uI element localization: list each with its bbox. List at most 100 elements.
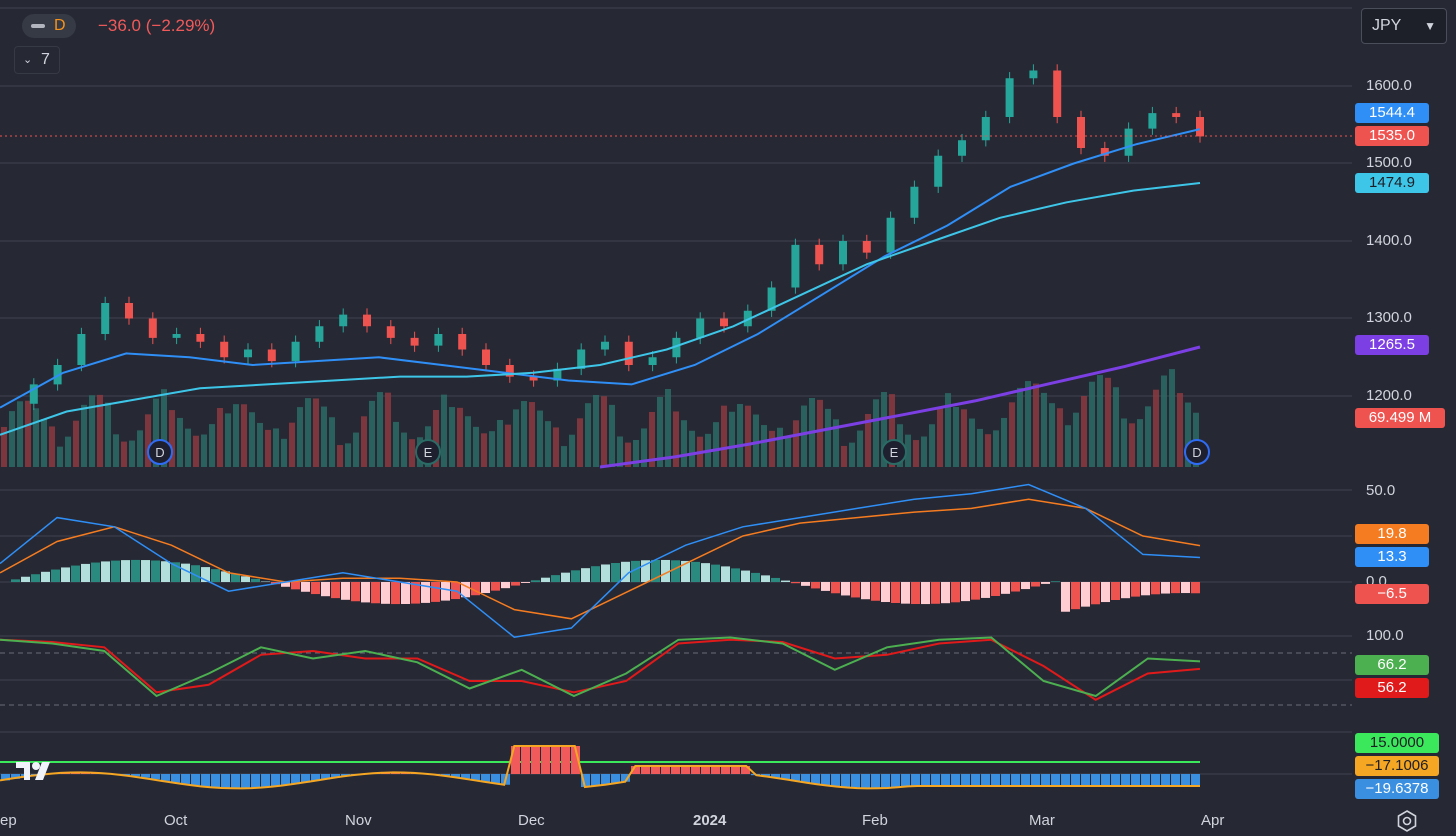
osc-histogram-bar	[641, 766, 650, 774]
osc-histogram-bar	[561, 746, 570, 774]
currency-select[interactable]: JPY ▼	[1361, 8, 1447, 44]
minus-icon	[31, 24, 45, 28]
volume-bar	[777, 427, 783, 467]
volume-bar	[1001, 417, 1007, 467]
macd-histogram-bar	[1161, 582, 1170, 594]
volume-bar	[449, 407, 455, 467]
macd-histogram-bar	[361, 582, 370, 603]
volume-bar	[633, 439, 639, 467]
ma-fast-line	[0, 128, 1201, 409]
macd-histogram-bar	[611, 562, 620, 582]
macd-histogram-bar	[481, 582, 490, 594]
volume-bar	[97, 394, 103, 467]
volume-bar	[657, 396, 663, 467]
time-axis-tick: Apr	[1201, 812, 1225, 829]
interval-toggle[interactable]: D	[22, 14, 76, 38]
macd-histogram-bar	[801, 582, 810, 586]
volume-bar	[553, 427, 559, 467]
volume-bar	[593, 395, 599, 467]
volume-bar	[673, 411, 679, 467]
volume-bar	[73, 420, 79, 467]
macd-histogram-bar	[721, 566, 730, 582]
volume-bar	[65, 436, 71, 467]
price-axis-tick: 1200.0	[1366, 387, 1412, 404]
osc-histogram-bar	[251, 774, 260, 789]
volume-bar	[89, 395, 95, 467]
macd-histogram-bar	[1171, 582, 1180, 594]
candle-body	[29, 384, 38, 404]
osc-histogram-bar	[121, 774, 130, 775]
macd-histogram-bar	[211, 569, 220, 582]
osc-histogram-bar	[1171, 774, 1180, 786]
osc-histogram-bar	[871, 774, 880, 789]
volume-bar	[521, 401, 527, 467]
osc-histogram-bar	[511, 746, 520, 774]
macd-histogram-bar	[1131, 582, 1140, 597]
macd-histogram-bar	[971, 582, 980, 600]
macd-histogram-bar	[191, 565, 200, 582]
macd-histogram-bar	[181, 563, 190, 582]
volume-bar	[1161, 375, 1167, 467]
indicators-toggle[interactable]: ⌄ 7	[14, 46, 60, 74]
osc-histogram-bar	[941, 774, 950, 786]
osc-histogram-bar	[181, 774, 190, 784]
macd-histogram-bar	[381, 582, 390, 604]
price-axis-tick: 1600.0	[1366, 77, 1412, 94]
osc-histogram-bar	[141, 774, 150, 778]
volume-bar	[953, 407, 959, 467]
macd-histogram-bar	[1191, 582, 1200, 594]
macd-histogram-bar	[1101, 582, 1110, 603]
osc-histogram-bar	[611, 774, 620, 784]
time-axis-tick: Feb	[862, 812, 888, 829]
macd-histogram-bar	[291, 582, 300, 590]
macd-histogram-bar	[631, 560, 640, 582]
macd-histogram-bar	[791, 582, 800, 584]
event-marker-label: E	[890, 445, 899, 460]
volume-bar	[817, 399, 823, 467]
candle-body	[291, 341, 300, 362]
volume-bar	[153, 398, 159, 467]
macd-histogram-bar	[61, 567, 70, 582]
price-axis-tick: 1500.0	[1366, 154, 1412, 171]
macd-histogram-bar	[131, 559, 140, 582]
ma-slow-tag: 1265.5	[1355, 335, 1429, 355]
macd-histogram-bar	[201, 567, 210, 582]
macd-histogram-bar	[1001, 582, 1010, 594]
candle-body	[482, 349, 490, 365]
macd-histogram-bar	[301, 582, 310, 592]
event-marker-label: D	[1192, 445, 1201, 460]
osc-histogram-bar	[591, 774, 600, 786]
macd-histogram-bar	[911, 582, 920, 605]
candle-body	[1148, 113, 1157, 129]
macd-histogram-bar	[251, 578, 260, 582]
macd-histogram-bar	[1041, 582, 1050, 584]
osc-histogram-bar	[861, 774, 870, 789]
event-marker	[1184, 439, 1210, 465]
event-marker-label: D	[155, 445, 164, 460]
candle-body	[244, 349, 252, 358]
osc-histogram-bar	[521, 746, 530, 774]
macd-histogram-bar	[751, 572, 760, 582]
macd-histogram-bar	[771, 577, 780, 582]
gear-icon[interactable]	[1396, 810, 1418, 832]
volume-bar	[41, 419, 47, 467]
macd-histogram-bar	[1151, 582, 1160, 595]
macd-histogram-bar	[41, 571, 50, 582]
macd-histogram-bar	[461, 582, 470, 598]
macd-histogram-bar	[741, 570, 750, 582]
osc-histogram-bar	[981, 774, 990, 786]
tradingview-logo-icon[interactable]	[14, 758, 58, 784]
volume-bar	[105, 402, 111, 467]
candle-body	[125, 303, 133, 319]
osc-histogram-bar	[711, 766, 720, 774]
candle-body	[458, 334, 467, 350]
volume-bar	[545, 421, 551, 467]
volume-bar	[769, 430, 775, 467]
osc-histogram-bar	[1101, 774, 1110, 786]
osc-histogram-bar	[531, 746, 540, 774]
osc-histogram-bar	[911, 774, 920, 786]
osc-histogram-bar	[551, 746, 560, 774]
last-price-tag: 1535.0	[1355, 126, 1429, 146]
macd-histogram-bar	[391, 582, 400, 605]
